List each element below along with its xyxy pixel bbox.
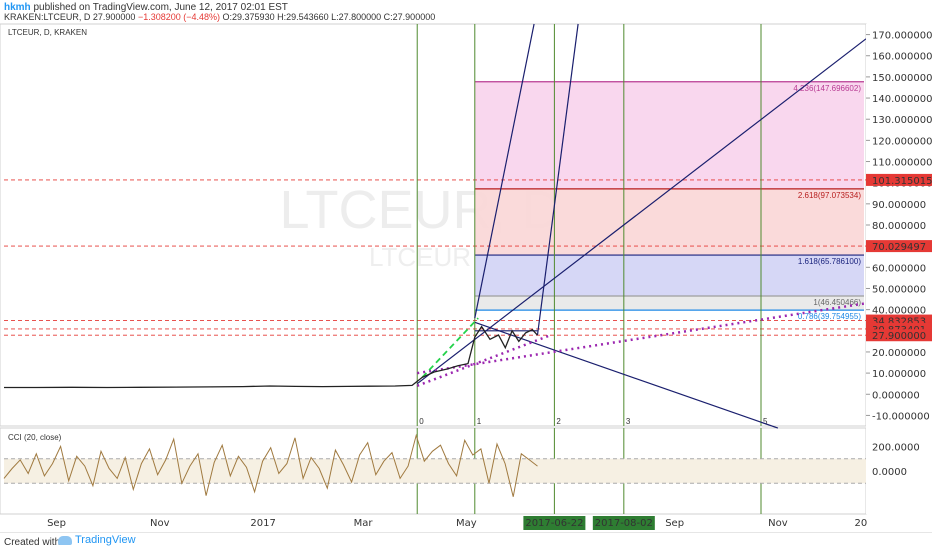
x-tick-label: Nov	[768, 518, 788, 529]
date-highlight-tag	[523, 516, 586, 530]
author-link[interactable]: hkmh	[4, 2, 31, 13]
y-tick-label: 110.000000	[872, 158, 932, 169]
cycle-number-label: 3	[626, 417, 631, 426]
change-text: −1.308200 (−4.48%)	[137, 12, 221, 22]
cci-tick-label: 200.0000	[872, 442, 920, 453]
y-tick-label: 50.000000	[872, 284, 926, 295]
x-tick-label: Sep	[665, 518, 684, 529]
y-tick-label: 120.000000	[872, 136, 932, 147]
chart-legend-title: LTCEUR, D, KRAKEN	[8, 28, 87, 37]
y-tick-label: 0.000000	[872, 390, 920, 401]
price-level-tag-label: 70.029497	[872, 242, 926, 253]
y-tick-label: 130.000000	[872, 115, 932, 126]
gann-line	[416, 38, 867, 385]
brand-text: TradingView	[75, 534, 136, 546]
ohlc-values: O:29.375930 H:29.543660 L:27.800000 C:27…	[222, 12, 436, 22]
y-tick-label: 10.000000	[872, 369, 926, 380]
fib-level-label: 4.236(147.696602)	[793, 84, 861, 93]
cycle-number-label: 5	[763, 417, 768, 426]
cci-tick-label: 0.0000	[872, 467, 907, 478]
price-line	[4, 325, 538, 389]
chart-header: hkmh published on TradingView.com, June …	[0, 0, 932, 24]
footer: Created with TradingView	[0, 532, 932, 551]
y-tick-label: 80.000000	[872, 221, 926, 232]
x-tick-label: May	[456, 518, 477, 529]
y-tick-label: 40.000000	[872, 306, 926, 317]
price-level-tag-label: 101.315015	[872, 176, 932, 187]
dashed-green-trend	[421, 317, 479, 378]
fib-level-label: 1(46.450466)	[813, 298, 861, 307]
published-text: published on TradingView.com, June 12, 2…	[33, 2, 288, 13]
price-level-tag-label: 34.832853	[872, 317, 926, 328]
cycle-number-label: 2	[556, 417, 561, 426]
cci-band	[4, 458, 866, 484]
gann-line-steep	[474, 23, 535, 319]
fib-level-label: 2.618(97.073534)	[798, 191, 862, 200]
y-tick-label: 160.000000	[872, 52, 932, 63]
x-tick-label: Sep	[47, 518, 66, 529]
date-highlight-label: 2017-06-22	[525, 518, 583, 529]
y-tick-label: -10.000000	[872, 411, 930, 422]
x-tick-label: 2017	[250, 518, 275, 529]
fib-zone	[474, 188, 864, 256]
gann-line-steep-2	[536, 23, 579, 336]
descending-line	[474, 321, 779, 429]
y-axis-background	[866, 24, 932, 514]
x-tick-label: Nov	[150, 518, 170, 529]
price-level-tag-label: 27.900000	[872, 331, 926, 342]
y-tick-label: 150.000000	[872, 73, 932, 84]
x-tick-label: 20	[855, 518, 868, 529]
date-highlight-tag	[592, 516, 655, 530]
y-tick-label: 90.000000	[872, 200, 926, 211]
cloud-icon	[58, 535, 72, 545]
watermark-small: LTCEUR	[369, 242, 471, 272]
cci-title: CCI (20, close)	[8, 433, 62, 442]
tradingview-brand[interactable]: TradingView	[58, 534, 136, 546]
last-value: 27.900000	[92, 12, 136, 22]
y-tick-label: 20.000000	[872, 348, 926, 359]
cycle-number-label: 0	[419, 417, 424, 426]
fib-level-label: 0.786(39.754955)	[798, 312, 862, 321]
publish-line: hkmh published on TradingView.com, June …	[4, 2, 288, 13]
y-tick-label: 60.000000	[872, 263, 926, 274]
fib-level-label: 1.618(65.786100)	[798, 257, 862, 266]
created-with-text: Created with	[4, 537, 61, 548]
price-level-tag	[866, 240, 932, 253]
y-tick-label: 170.000000	[872, 31, 932, 42]
cci-line	[3, 433, 538, 497]
date-highlight-label: 2017-08-02	[595, 518, 653, 529]
symbol-line: KRAKEN:LTCEUR, D	[4, 12, 91, 22]
cycle-number-label: 1	[477, 417, 482, 426]
price-level-tag	[866, 329, 932, 342]
x-tick-label: Mar	[354, 518, 374, 529]
fib-zone	[474, 295, 864, 311]
price-level-tag	[866, 173, 932, 186]
dotted-channel-upper	[417, 302, 867, 375]
fib-zone	[474, 81, 864, 189]
y-tick-label: 140.000000	[872, 94, 932, 105]
ohlc-line: KRAKEN:LTCEUR, D 27.900000 −1.308200 (−4…	[4, 12, 435, 22]
chart-canvas[interactable]: LTCEUR, DLTCEUR4.236(147.696602)2.618(97…	[0, 0, 932, 532]
